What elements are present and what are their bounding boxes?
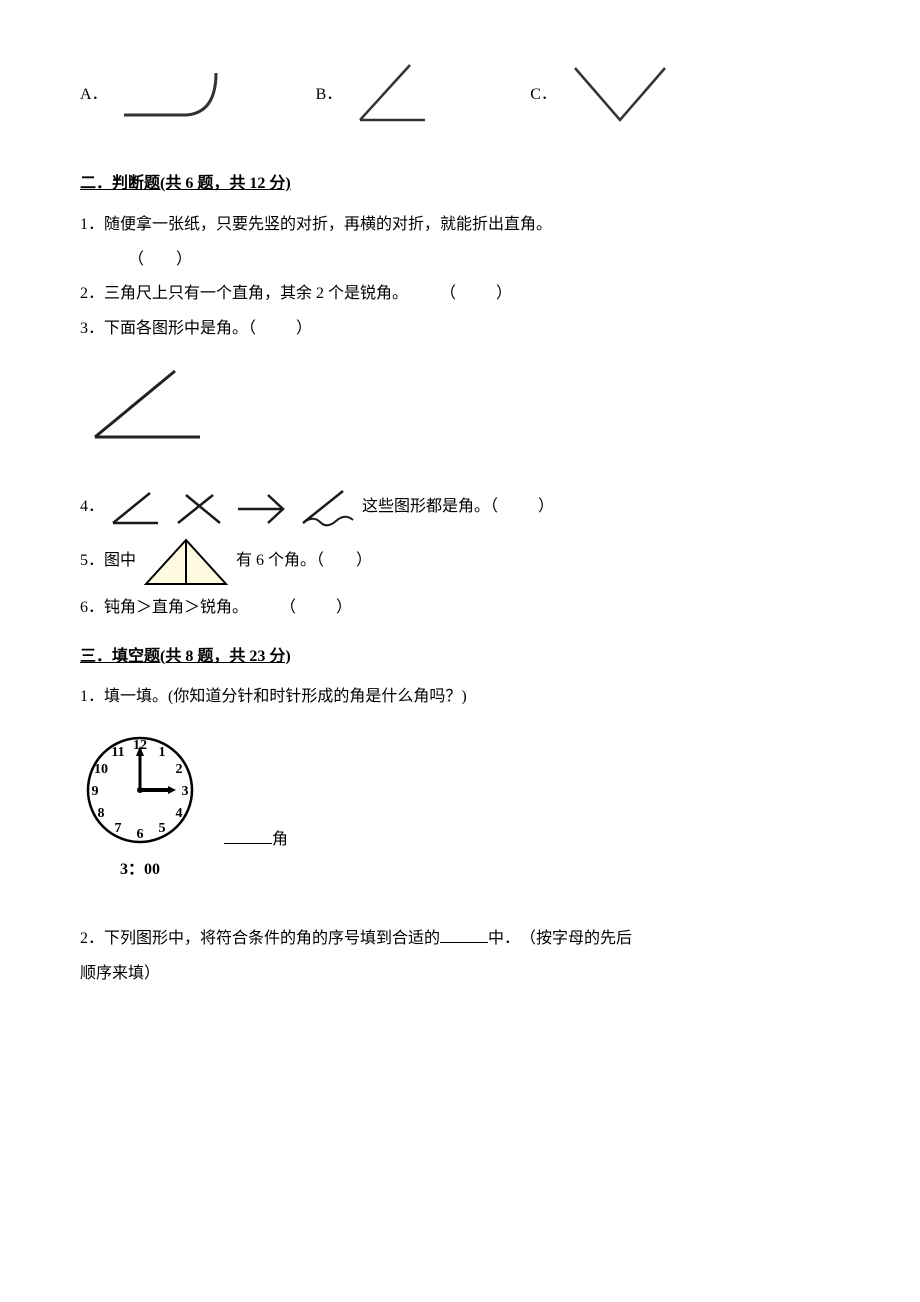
choice-a-label: A． (80, 81, 108, 110)
clock-time: 3：00 (120, 856, 160, 885)
section3-q2-post: 中． （按字母的先后 (488, 930, 632, 947)
clock-block: 12 1 2 3 4 5 6 7 8 9 10 11 3：00 角 (80, 730, 840, 885)
section3-q1: 1．填一填。(你知道分针和时针形成的角是什么角吗？) (80, 683, 840, 712)
section2-q6: 6．钝角＞直角＞锐角。 （ ） (80, 594, 840, 623)
svg-text:10: 10 (94, 762, 108, 777)
section2-q5-end: ） (356, 547, 372, 576)
section3-q2: 2．下列图形中，将符合条件的角的序号填到合适的 中． （按字母的先后 (80, 925, 840, 954)
section2-q4-gap (502, 498, 534, 515)
choice-c-figure (565, 60, 675, 130)
choice-b-figure (350, 60, 440, 130)
section2-q4: 4． 这些图形都是角。（ ） (80, 485, 840, 530)
choice-b-label: B． (316, 81, 343, 110)
section2-q4-pre: 4． (80, 498, 104, 515)
section2-q4-post: 这些图形都是角。（ (362, 498, 498, 515)
choice-row: A． B． C． (80, 60, 840, 130)
svg-text:9: 9 (92, 784, 99, 799)
clock-suffix: 角 (272, 831, 288, 848)
section2-q5-post: 有 6 个角。（ (236, 547, 324, 576)
choice-c: C． (530, 60, 675, 130)
triangle-icon (140, 536, 232, 588)
clock-blank-row: 角 (224, 826, 288, 855)
section2-q1: 1．随便拿一张纸，只要先竖的对折，再横的对折，就能折出直角。 (80, 211, 840, 240)
section2-q3-post: ） (296, 320, 312, 337)
choice-a: A． (80, 65, 226, 125)
section2-q2-post: ） (496, 285, 512, 302)
section2-q5-gap (324, 547, 356, 576)
section3-q2-blank (440, 927, 488, 943)
section3-heading: 三．填空题(共 8 题，共 23 分) (80, 643, 840, 672)
section2-q3-figure (80, 359, 840, 460)
section2-q2-gap (460, 285, 492, 302)
section2-q1-text: 1．随便拿一张纸，只要先竖的对折，再横的对折，就能折出直角。 (80, 216, 552, 233)
svg-text:6: 6 (137, 827, 144, 842)
svg-text:1: 1 (159, 745, 166, 760)
choice-b: B． (316, 60, 441, 130)
section2-q6-pre: 6．钝角＞直角＞锐角。 （ (80, 599, 296, 616)
clock-caption: 12 1 2 3 4 5 6 7 8 9 10 11 3：00 (80, 730, 200, 885)
section2-q2: 2．三角尺上只有一个直角，其余 2 个是锐角。 （ ） (80, 280, 840, 309)
section2-q5-pre: 5．图中 (80, 547, 136, 576)
section2-q3-pre: 3．下面各图形中是角。（ (80, 320, 256, 337)
section2-q3-gap (260, 320, 292, 337)
section3-q2-pre: 2．下列图形中，将符合条件的角的序号填到合适的 (80, 930, 440, 947)
angle-figure-icon (80, 359, 220, 449)
q4-shapes-icon (108, 485, 358, 530)
svg-text:4: 4 (176, 806, 183, 821)
svg-text:3: 3 (182, 784, 189, 799)
choice-a-figure (116, 65, 226, 125)
svg-text:2: 2 (176, 762, 183, 777)
svg-text:5: 5 (159, 821, 166, 836)
clock-blank (224, 828, 272, 844)
section2-q5: 5．图中 有 6 个角。（ ） (80, 536, 840, 588)
section2-q4-end: ） (538, 498, 554, 515)
choice-c-label: C． (530, 81, 557, 110)
section2-q3: 3．下面各图形中是角。（ ） (80, 315, 840, 344)
section2-q6-gap (300, 599, 332, 616)
svg-text:8: 8 (98, 806, 105, 821)
section2-q6-post: ） (336, 599, 352, 616)
section2-heading: 二．判断题(共 6 题，共 12 分) (80, 170, 840, 199)
clock-icon: 12 1 2 3 4 5 6 7 8 9 10 11 (80, 730, 200, 850)
section2-q1-paren-row: （ ） (80, 246, 840, 275)
svg-text:7: 7 (115, 821, 122, 836)
svg-text:11: 11 (111, 745, 124, 760)
section3-q2-line2: 顺序来填） (80, 960, 840, 989)
section2-q1-paren: （ ） (128, 251, 192, 268)
section2-q2-pre: 2．三角尺上只有一个直角，其余 2 个是锐角。 （ (80, 285, 456, 302)
